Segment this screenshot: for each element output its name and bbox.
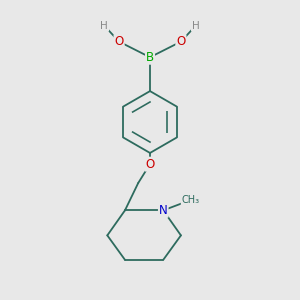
- Text: CH₃: CH₃: [182, 195, 200, 205]
- Text: H: H: [100, 21, 108, 31]
- Text: N: N: [159, 204, 168, 217]
- Text: O: O: [176, 35, 185, 48]
- Text: B: B: [146, 51, 154, 64]
- Text: O: O: [115, 35, 124, 48]
- Text: O: O: [146, 158, 154, 171]
- Text: H: H: [192, 21, 200, 31]
